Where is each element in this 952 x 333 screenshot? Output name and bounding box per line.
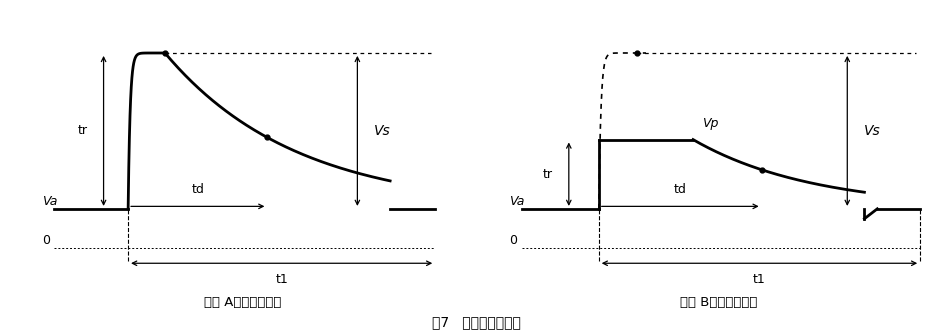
Text: tr: tr bbox=[78, 125, 89, 138]
Text: 图7   抛负载试验脉冲: 图7 抛负载试验脉冲 bbox=[431, 316, 521, 330]
Text: tr: tr bbox=[543, 168, 552, 181]
Text: 0: 0 bbox=[508, 234, 517, 247]
Text: Va: Va bbox=[42, 194, 57, 207]
Text: Vp: Vp bbox=[702, 117, 718, 130]
Text: Vs: Vs bbox=[864, 124, 882, 138]
Text: 试验 B：有集中抑制: 试验 B：有集中抑制 bbox=[680, 296, 758, 309]
Text: td: td bbox=[191, 183, 204, 196]
Text: t1: t1 bbox=[753, 273, 765, 286]
Text: td: td bbox=[674, 183, 686, 196]
Text: t1: t1 bbox=[275, 273, 288, 286]
Text: Vs: Vs bbox=[374, 124, 390, 138]
Text: 试验 A：无集中抑制: 试验 A：无集中抑制 bbox=[204, 296, 282, 309]
Text: 0: 0 bbox=[42, 234, 50, 247]
Text: Va: Va bbox=[508, 194, 525, 207]
